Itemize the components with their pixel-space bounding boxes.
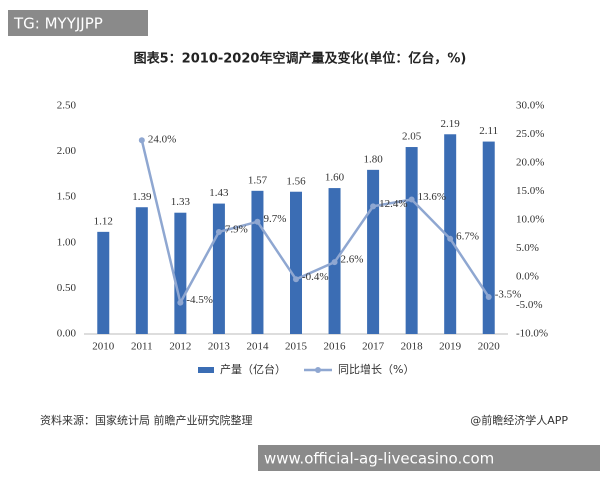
line-point xyxy=(485,293,492,300)
line-value-label: 13.6% xyxy=(418,191,446,203)
bar-value-label: 1.43 xyxy=(209,187,229,199)
y2-tick-label: 30.0% xyxy=(516,100,544,112)
y2-tick-label: 10.0% xyxy=(516,214,544,226)
y-tick-label: 2.50 xyxy=(57,100,77,112)
line-value-label: 6.7% xyxy=(456,230,479,242)
source: 资料来源：国家统计局 前瞻产业研究院整理 xyxy=(40,413,253,427)
line-value-label: -3.5% xyxy=(495,288,522,300)
chart-title: 图表5：2010-2020年空调产量及变化(单位：亿台，%) xyxy=(134,51,467,67)
line-point xyxy=(177,299,184,306)
line-value-label: 24.0% xyxy=(148,134,176,146)
footer-box xyxy=(258,445,600,471)
credit: @前瞻经济学人APP xyxy=(470,413,568,427)
line-point xyxy=(215,228,222,235)
x-tick-label: 2018 xyxy=(401,341,424,353)
line-value-label: 7.9% xyxy=(225,224,248,236)
bar xyxy=(444,134,457,334)
bar-value-label: 2.19 xyxy=(441,118,461,130)
y2-tick-label: 25.0% xyxy=(516,128,544,140)
bar-value-label: 1.56 xyxy=(286,175,306,187)
y2-tick-label: 15.0% xyxy=(516,185,544,197)
bar-value-label: 1.80 xyxy=(363,153,383,165)
bar xyxy=(174,212,187,334)
bar-value-label: 1.12 xyxy=(94,215,113,227)
y-tick-label: 1.50 xyxy=(57,191,77,203)
y2-tick-label: 0.0% xyxy=(516,271,539,283)
legend-swatch xyxy=(198,367,214,373)
y2-tick-label: 5.0% xyxy=(516,242,539,254)
line-point xyxy=(138,137,145,144)
bar-value-label: 1.33 xyxy=(171,196,191,208)
x-tick-label: 2010 xyxy=(92,341,115,353)
y2-tick-label: 20.0% xyxy=(516,157,544,169)
bar xyxy=(290,191,302,334)
y-tick-label: 2.00 xyxy=(57,145,77,157)
line-point xyxy=(447,235,454,242)
tag-box xyxy=(8,10,148,36)
bar-value-label: 2.05 xyxy=(402,131,422,143)
line-point xyxy=(254,218,261,225)
y-tick-label: 1.00 xyxy=(57,236,77,248)
bar xyxy=(405,147,418,334)
x-tick-label: 2017 xyxy=(362,341,385,353)
x-tick-label: 2013 xyxy=(208,341,231,353)
line-value-label: -0.4% xyxy=(302,271,329,283)
y-tick-label: 0.00 xyxy=(57,328,77,340)
bar xyxy=(135,207,148,334)
line-value-label: -4.5% xyxy=(186,294,213,306)
bar-value-label: 1.39 xyxy=(132,191,152,203)
y-tick-label: 0.50 xyxy=(57,282,77,294)
footer-banner: www.official-ag-livecasino.com xyxy=(264,450,494,468)
bar xyxy=(251,190,264,334)
line-point xyxy=(408,196,415,203)
bar xyxy=(212,203,225,334)
bar-value-label: 1.57 xyxy=(248,174,268,186)
line-value-label: 12.4% xyxy=(379,198,407,210)
line-value-label: 9.7% xyxy=(263,213,286,225)
x-tick-label: 2015 xyxy=(285,341,308,353)
line-point xyxy=(370,203,377,210)
line-point xyxy=(293,276,299,283)
x-tick-label: 2020 xyxy=(478,341,501,353)
x-tick-label: 2014 xyxy=(246,341,269,353)
y2-tick-label: -5.0% xyxy=(516,299,543,311)
legend-label: 产量（亿台） xyxy=(220,362,286,376)
bar xyxy=(482,141,495,334)
line xyxy=(140,139,490,307)
x-tick-label: 2011 xyxy=(131,341,153,353)
x-tick-label: 2016 xyxy=(324,341,347,353)
line-point xyxy=(331,259,338,266)
x-tick-label: 2012 xyxy=(169,341,191,353)
header-tag: TG: MYYJJPP xyxy=(13,15,103,33)
legend-swatch xyxy=(315,367,321,373)
legend-label: 同比增长（%） xyxy=(338,362,414,376)
bar xyxy=(97,231,110,334)
bar xyxy=(367,169,380,334)
bar-value-label: 1.60 xyxy=(325,172,345,184)
y2-tick-label: -10.0% xyxy=(516,328,548,340)
line-value-label: 2.6% xyxy=(341,254,364,266)
x-tick-label: 2019 xyxy=(439,341,462,353)
bar-value-label: 2.11 xyxy=(479,125,498,137)
